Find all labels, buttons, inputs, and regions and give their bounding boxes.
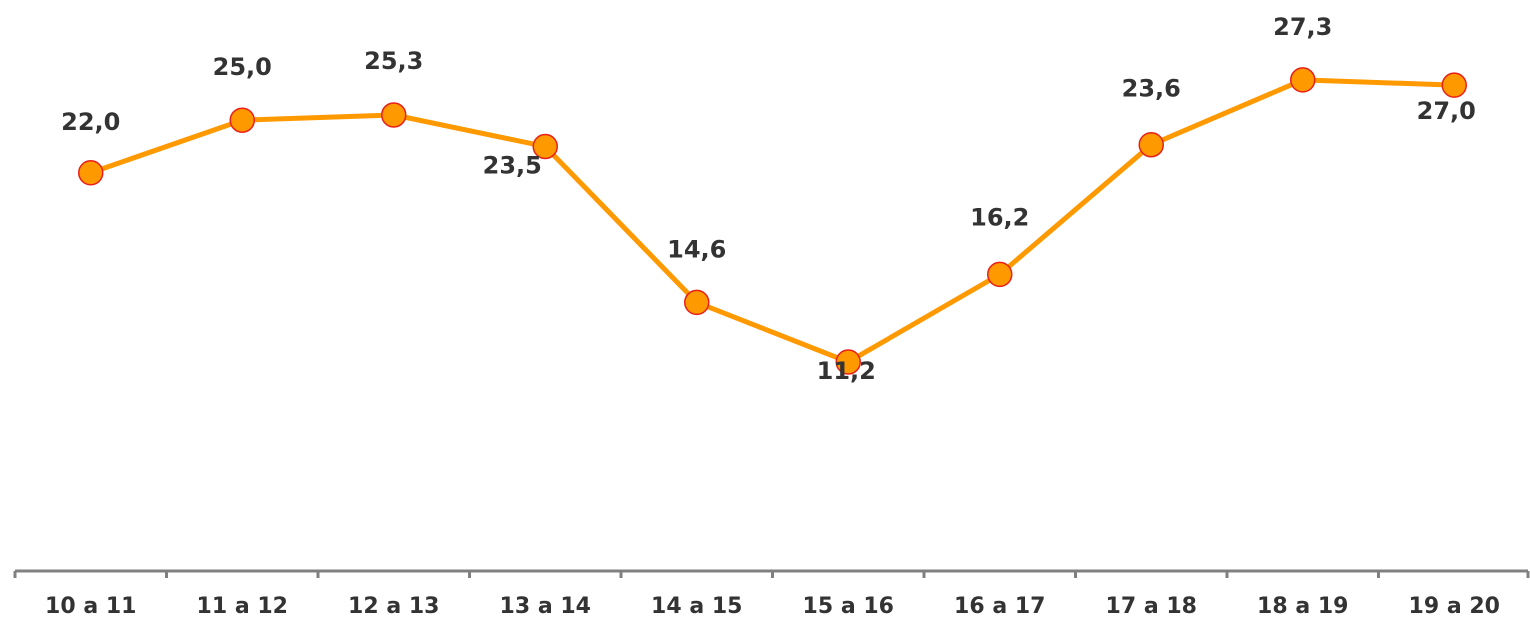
marker — [1290, 67, 1316, 93]
x-tick-label: 19 a 20 — [1409, 594, 1500, 619]
marker — [532, 133, 558, 160]
x-tick-label: 17 a 18 — [1106, 594, 1197, 619]
x-tick-label: 10 a 11 — [45, 594, 136, 619]
marker — [229, 107, 255, 133]
x-tick-label: 12 a 13 — [348, 594, 439, 619]
value-label: 14,6 — [667, 235, 726, 263]
value-label: 16,2 — [970, 203, 1029, 231]
x-tick-label: 13 a 14 — [500, 594, 591, 619]
value-label: 25,3 — [364, 47, 423, 75]
x-tick-label: 15 a 16 — [803, 594, 894, 619]
marker — [1138, 131, 1164, 158]
marker — [78, 160, 104, 186]
value-label: 23,5 — [483, 151, 542, 179]
x-tick-label: 18 a 19 — [1257, 594, 1348, 619]
value-label: 27,0 — [1417, 97, 1476, 125]
marker — [684, 289, 710, 316]
x-tick-label: 11 a 12 — [197, 594, 288, 619]
value-label: 25,0 — [213, 53, 272, 81]
value-label: 23,6 — [1122, 75, 1181, 103]
x-tick-label: 16 a 17 — [954, 594, 1045, 619]
marker — [835, 349, 861, 375]
marker — [1441, 72, 1467, 98]
value-label: 11,2 — [817, 357, 876, 385]
value-label: 27,3 — [1273, 13, 1332, 41]
line — [89, 77, 1455, 365]
marker — [987, 261, 1013, 288]
x-tick-label: 14 a 15 — [651, 594, 742, 619]
value-label: 22,0 — [61, 108, 120, 136]
marker — [381, 102, 407, 128]
